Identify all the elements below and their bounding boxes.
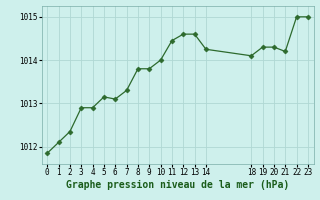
X-axis label: Graphe pression niveau de la mer (hPa): Graphe pression niveau de la mer (hPa) [66,180,289,190]
